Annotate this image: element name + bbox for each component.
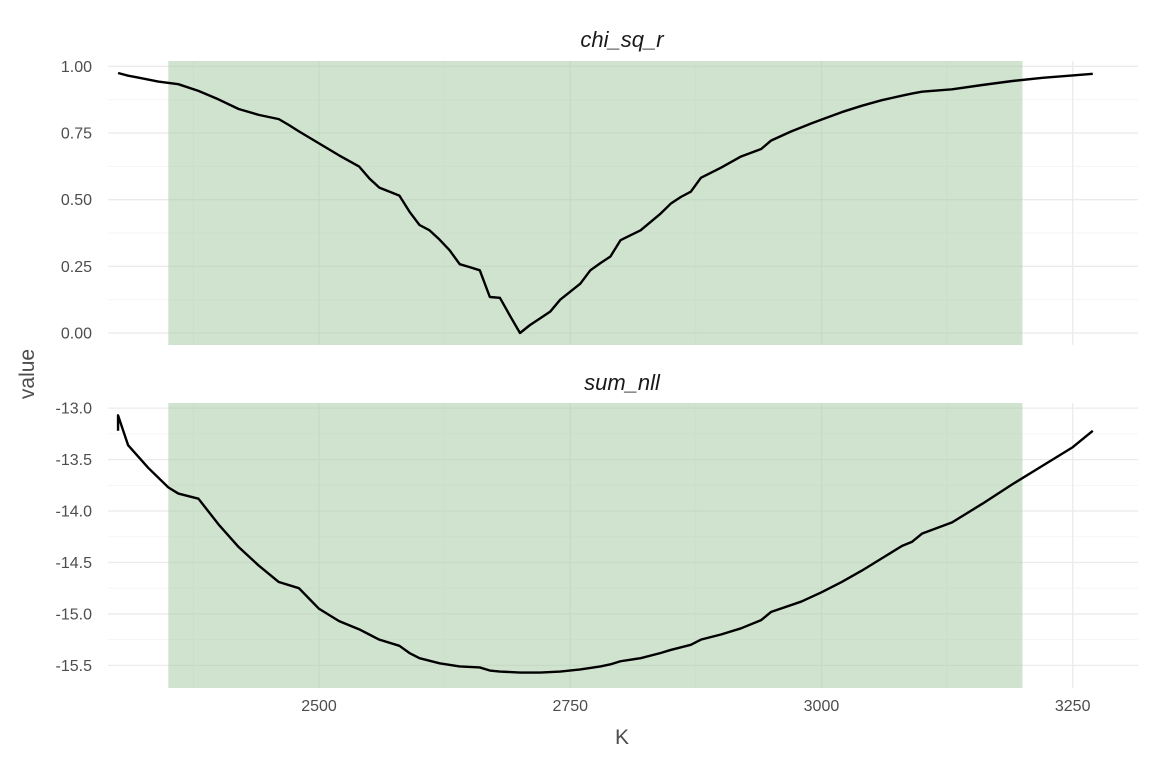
facet-panel-sum-nll: -13.0 -13.5 -14.0 -14.5 -15.0 -15.5: [56, 401, 1138, 688]
y-tick-label: -13.5: [56, 452, 93, 469]
y-tick-label: -14.0: [56, 504, 93, 521]
series-line: [116, 414, 1094, 674]
x-axis-title: K: [615, 726, 629, 749]
y-tick-label: 0.50: [61, 192, 92, 209]
y-axis-title: value: [16, 349, 39, 399]
highlight-band: [168, 61, 1023, 345]
y-tick-label: -15.5: [56, 658, 93, 675]
facet-title: chi_sq_r: [580, 27, 665, 52]
highlight-band: [168, 403, 1023, 688]
x-axis: 2500 2750 3000 3250: [301, 698, 1090, 715]
facet-title: sum_nll: [584, 370, 661, 395]
x-tick-label: 3250: [1055, 698, 1091, 715]
y-tick-label: -15.0: [56, 606, 93, 623]
y-tick-label: 0.00: [61, 326, 92, 343]
y-tick-label: 1.00: [61, 59, 92, 76]
x-tick-label: 2750: [552, 698, 588, 715]
series-line: [117, 71, 1093, 335]
y-tick-label: -14.5: [56, 555, 93, 572]
y-tick-label: 0.25: [61, 259, 92, 276]
y-tick-label: -13.0: [56, 401, 93, 418]
facet-panel-chi-sq-r: 0.00 0.25 0.50 0.75 1.00: [61, 59, 1138, 345]
y-tick-label: 0.75: [61, 126, 92, 143]
x-tick-label: 2500: [301, 698, 337, 715]
x-tick-label: 3000: [804, 698, 840, 715]
